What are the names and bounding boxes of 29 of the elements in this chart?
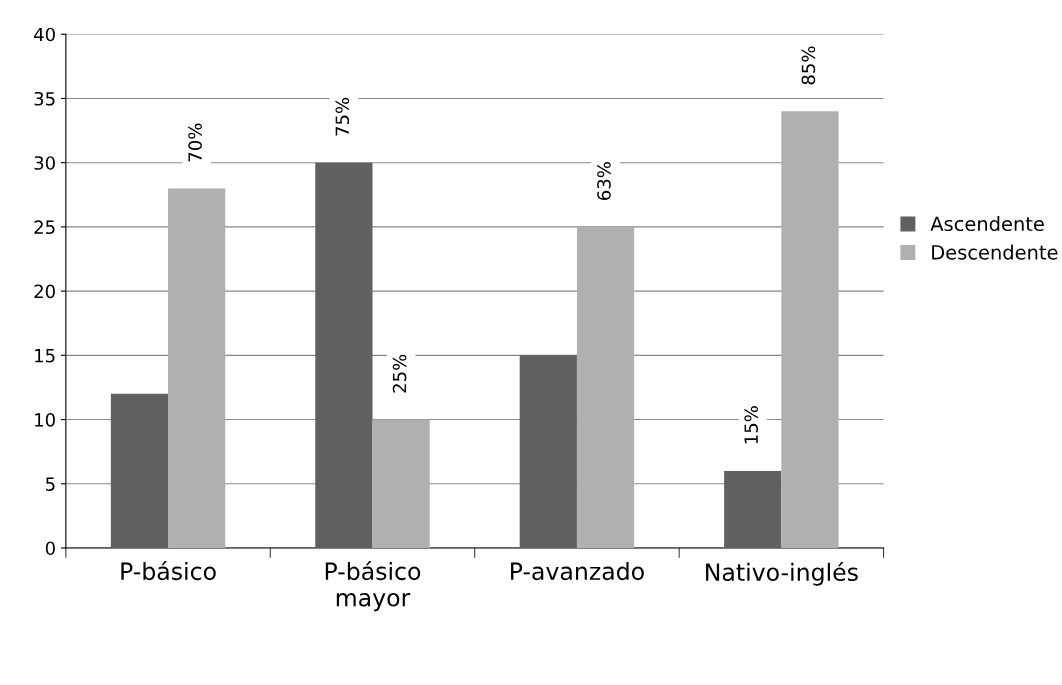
bar xyxy=(724,470,782,548)
y-tick-label: 30 xyxy=(34,156,55,170)
bar xyxy=(576,226,635,548)
y-tick-label: 40 xyxy=(34,27,55,42)
y-tick-label: 0 xyxy=(45,541,55,556)
bar xyxy=(315,162,373,548)
y-tick-label: 35 xyxy=(34,91,55,106)
y-tick-label: 5 xyxy=(46,477,55,491)
legend-label: Descendente xyxy=(932,244,1058,260)
x-tick-label: Nativo-inglés xyxy=(706,561,858,586)
annotation: 63% xyxy=(597,162,611,200)
y-tick-label: 15 xyxy=(35,349,55,363)
bar xyxy=(781,111,839,548)
bar xyxy=(110,393,169,548)
x-tick-label: P-básico xyxy=(121,560,216,581)
annotation: 15% xyxy=(744,406,758,444)
annotation: 85% xyxy=(801,46,816,85)
bar xyxy=(519,355,577,548)
y-tick-label: 25 xyxy=(34,220,55,235)
x-tick-label: P-básico mayor xyxy=(325,560,421,612)
x-tick-label: P-avanzado xyxy=(511,561,644,581)
annotation: 70% xyxy=(188,123,202,162)
bar xyxy=(372,419,430,548)
annotation: 75% xyxy=(335,97,350,136)
bar xyxy=(168,188,226,548)
legend-label: Ascendente xyxy=(930,216,1044,232)
annotation: 25% xyxy=(392,354,407,393)
y-tick-label: 10 xyxy=(35,413,55,427)
y-tick-label: 20 xyxy=(34,284,55,299)
